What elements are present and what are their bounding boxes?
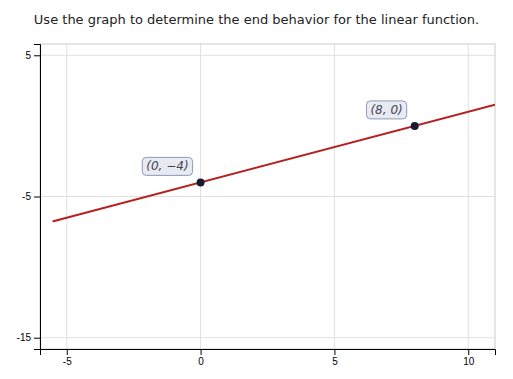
y-tick: -15 — [17, 332, 40, 343]
y-tick: 5 — [25, 50, 40, 61]
plot-area — [53, 105, 495, 221]
x-tick-label: -5 — [63, 356, 72, 367]
x-axis: -5 0 5 10 — [41, 349, 496, 367]
x-axis-line — [41, 350, 496, 356]
x-tick-label: 5 — [332, 356, 338, 367]
x-tick: 10 — [463, 349, 475, 367]
point — [411, 122, 419, 130]
annotation: (8, 0) — [366, 101, 406, 119]
grid-line — [40, 196, 495, 197]
x-tick: 5 — [332, 349, 338, 367]
annotation-box — [142, 157, 192, 175]
annotations: (0, −4) (8, 0) — [142, 101, 406, 175]
x-tick-mark — [468, 349, 469, 355]
y-tick-mark — [34, 55, 40, 56]
annotation-text: (8, 0) — [370, 103, 402, 117]
grid-line — [40, 55, 495, 56]
y-tick-label: 5 — [25, 50, 31, 61]
y-tick: -5 — [22, 191, 40, 202]
y-axis: -15 -5 5 — [17, 45, 41, 350]
x-tick-mark — [67, 349, 68, 355]
plot-frame — [40, 44, 495, 349]
point — [197, 178, 205, 186]
x-tick-label: 0 — [198, 356, 204, 367]
x-tick-mark — [334, 349, 335, 355]
annotation: (0, −4) — [142, 157, 192, 175]
x-tick-mark — [201, 349, 202, 355]
y-tick-label: -5 — [22, 191, 31, 202]
grid — [40, 44, 495, 349]
line — [53, 105, 495, 221]
title: Use the graph to determine the end behav… — [34, 12, 479, 27]
x-tick: 0 — [198, 349, 204, 367]
x-tick-label: 10 — [463, 356, 475, 367]
annotation-box — [366, 101, 406, 119]
x-tick: -5 — [63, 349, 72, 367]
grid-line — [40, 337, 495, 338]
y-tick-mark — [34, 338, 40, 339]
annotation-text: (0, −4) — [146, 159, 188, 173]
chart: Use the graph to determine the end behav… — [0, 0, 513, 379]
y-tick-mark — [34, 197, 40, 198]
y-axis-line — [34, 45, 41, 350]
y-tick-label: -15 — [17, 332, 32, 343]
